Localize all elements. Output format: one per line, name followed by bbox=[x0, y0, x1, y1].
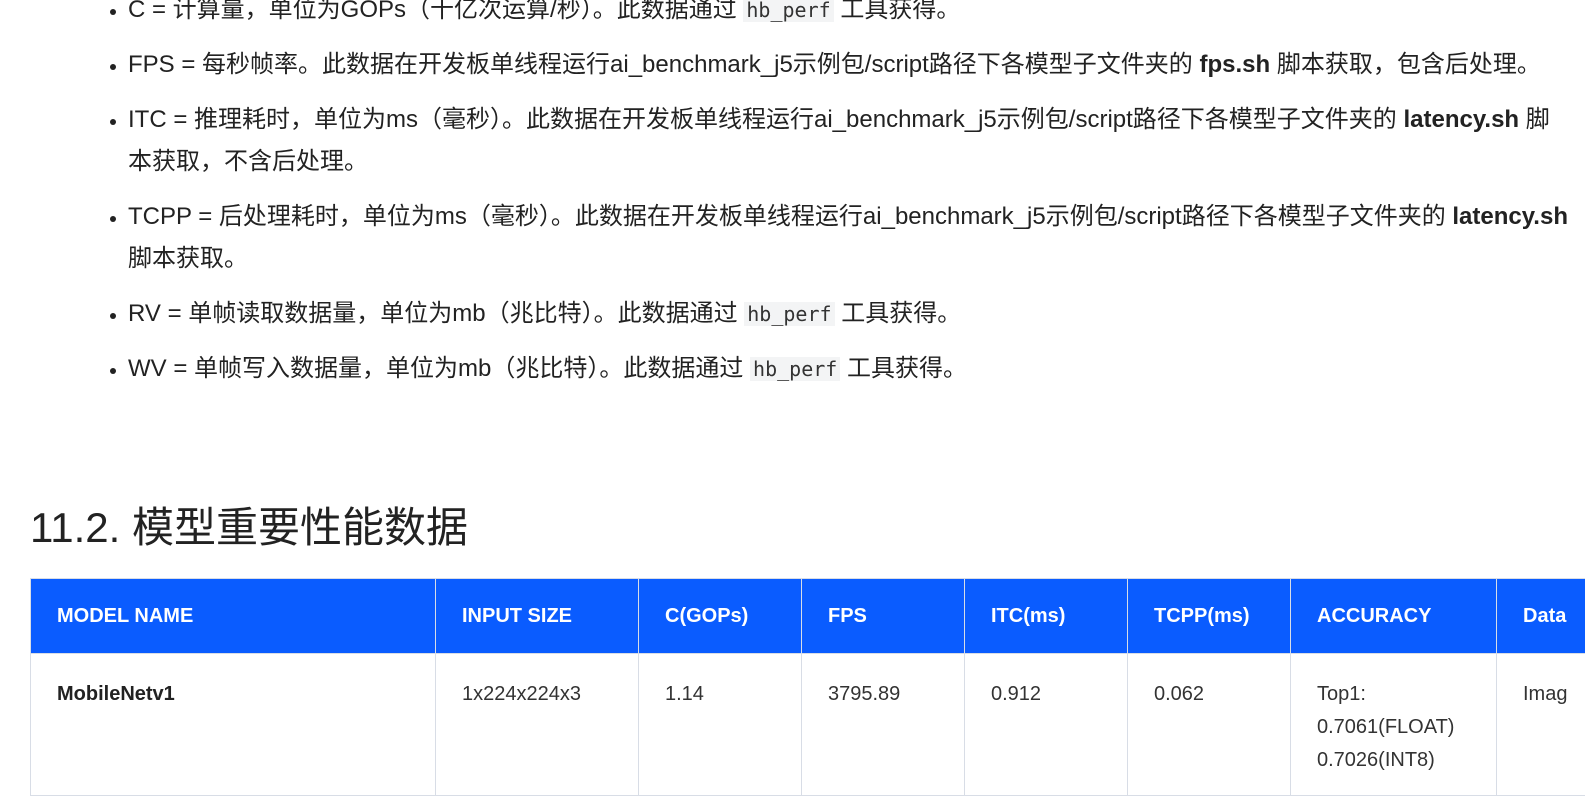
text: RV = 单帧读取数据量，单位为mb（兆比特）。此数据通过 bbox=[128, 300, 745, 327]
inline-code: hb_perf bbox=[750, 357, 841, 381]
list-item: WV = 单帧写入数据量，单位为mb（兆比特）。此数据通过 hb_perf 工具… bbox=[128, 348, 1570, 390]
inline-code: hb_perf bbox=[744, 302, 835, 326]
bold-text: fps.sh bbox=[1199, 51, 1271, 78]
heading-title: 模型重要性能数据 bbox=[131, 504, 468, 551]
list-item: C = 计算量，单位为GOPs（十亿次运算/秒）。此数据通过 hb_perf 工… bbox=[128, 0, 1570, 31]
text: 脚本获取。 bbox=[128, 245, 248, 272]
text: 脚本获取，包含后处理。 bbox=[1270, 51, 1541, 78]
header-row: MODEL NAME INPUT SIZE C(GOPs) FPS ITC(ms) TCP… bbox=[30, 578, 1585, 654]
cell: 1x224x224x3 bbox=[435, 653, 639, 796]
bold-text: latency.sh bbox=[1403, 106, 1520, 133]
header-cell: INPUT SIZE bbox=[435, 578, 639, 654]
cell: MobileNetv1 bbox=[30, 653, 436, 796]
section-heading: 11.2. 模型重要性能数据 bbox=[30, 494, 468, 555]
cell: Imag bbox=[1496, 653, 1585, 796]
table: MODEL NAME INPUT SIZE C(GOPs) FPS ITC(ms) TCP… bbox=[30, 578, 1585, 796]
text: TCPP = 后处理耗时，单位为ms（毫秒）。此数据在开发板单线程运行ai_be… bbox=[128, 203, 1453, 230]
header-cell: ACCURACY bbox=[1290, 578, 1497, 654]
list-item: TCPP = 后处理耗时，单位为ms（毫秒）。此数据在开发板单线程运行ai_be… bbox=[128, 196, 1570, 280]
bullet-list: C = 计算量，单位为GOPs（十亿次运算/秒）。此数据通过 hb_perf 工… bbox=[88, 0, 1570, 403]
text: FPS = 每秒帧率。此数据在开发板单线程运行ai_benchmark_j5示例… bbox=[128, 51, 1200, 78]
cell: 3795.89 bbox=[801, 653, 965, 796]
table-wrap: MODEL NAME INPUT SIZE C(GOPs) FPS ITC(ms) TCP… bbox=[30, 578, 1585, 796]
header-cell: ITC(ms) bbox=[964, 578, 1128, 654]
header-cell: Data bbox=[1496, 578, 1585, 654]
text: 工具获得。 bbox=[834, 300, 962, 327]
text: WV = 单帧写入数据量，单位为mb（兆比特）。此数据通过 bbox=[128, 355, 751, 382]
cell-line: 0.7026(INT8) bbox=[1317, 749, 1435, 771]
cell-line: 0.7061(FLOAT) bbox=[1317, 716, 1455, 738]
cell-line: Top1: bbox=[1317, 683, 1366, 705]
text: C = 计算量，单位为GOPs（十亿次运算/秒）。此数据通过 bbox=[128, 0, 744, 23]
bold-text: latency.sh bbox=[1452, 203, 1568, 230]
cell: Top1: 0.7061(FLOAT) 0.7026(INT8) bbox=[1290, 653, 1497, 796]
cell: 1.14 bbox=[638, 653, 802, 796]
inline-code: hb_perf bbox=[743, 0, 834, 22]
list-item: RV = 单帧读取数据量，单位为mb（兆比特）。此数据通过 hb_perf 工具… bbox=[128, 293, 1570, 335]
cell: 0.912 bbox=[964, 653, 1128, 796]
table-row: MobileNetv1 1x224x224x3 1.14 3795.89 0.912 0.… bbox=[30, 653, 1585, 796]
heading-number: 11.2. bbox=[30, 504, 121, 551]
text: 工具获得。 bbox=[840, 355, 967, 382]
cell: 0.062 bbox=[1127, 653, 1291, 796]
list-item: ITC = 推理耗时，单位为ms（毫秒）。此数据在开发板单线程运行ai_benc… bbox=[128, 99, 1570, 183]
text: 工具获得。 bbox=[833, 0, 961, 23]
table-body: MobileNetv1 1x224x224x3 1.14 3795.89 0.912 0.… bbox=[30, 653, 1585, 796]
list-item: FPS = 每秒帧率。此数据在开发板单线程运行ai_benchmark_j5示例… bbox=[128, 44, 1570, 86]
header-cell: FPS bbox=[801, 578, 965, 654]
text: ITC = 推理耗时，单位为ms（毫秒）。此数据在开发板单线程运行ai_benc… bbox=[128, 106, 1404, 133]
header-cell: MODEL NAME bbox=[30, 578, 436, 654]
header-cell: TCPP(ms) bbox=[1127, 578, 1291, 654]
text: 脚本获取，不含后处理。 bbox=[128, 106, 1550, 175]
header-cell: C(GOPs) bbox=[638, 578, 802, 654]
